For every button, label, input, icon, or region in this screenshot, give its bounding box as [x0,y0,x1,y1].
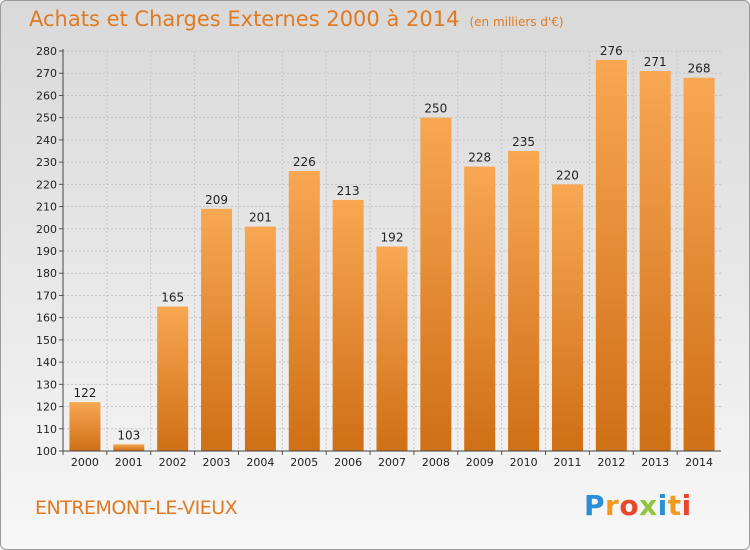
y-tick-label: 210 [36,201,57,214]
y-tick-label: 130 [36,378,57,391]
value-label: 122 [73,386,96,400]
value-label: 276 [600,44,623,58]
x-tick-label: 2008 [422,456,450,469]
y-tick-label: 140 [36,356,57,369]
y-tick-label: 150 [36,334,57,347]
bar-2004 [244,226,276,451]
x-tick-label: 2004 [246,456,274,469]
value-label: 228 [468,151,491,165]
value-label: 220 [556,168,579,182]
y-tick-label: 260 [36,89,57,102]
value-label: 103 [117,428,140,442]
x-tick-label: 2001 [115,456,143,469]
y-tick-label: 220 [36,178,57,191]
bar-2003 [201,208,233,451]
x-tick-label: 2010 [510,456,538,469]
y-tick-label: 160 [36,312,57,325]
y-tick-label: 200 [36,223,57,236]
x-tick-label: 2007 [378,456,406,469]
value-label: 209 [205,193,228,207]
bar-2001 [113,444,145,451]
bar-2013 [639,71,671,451]
bar-2010 [508,151,540,451]
proxiti-logo: Proxiti [584,489,692,522]
logo-letter: o [619,489,640,522]
logo-letter: x [639,489,658,522]
y-tick-label: 100 [36,445,57,458]
x-tick-label: 2005 [290,456,318,469]
labels: 100 110 120 130 140 150 160 170 180 190 200 210 220 2… [36,44,713,469]
logo-letter: t [667,489,682,522]
y-tick-label: 250 [36,112,57,125]
y-tick-label: 240 [36,134,57,147]
logo-letter: r [605,489,620,522]
chart-title: Achats et Charges Externes 2000 à 2014 (e… [29,7,564,31]
value-label: 213 [337,184,360,198]
x-tick-label: 2009 [466,456,494,469]
x-tick-label: 2000 [71,456,99,469]
logo-letter: i [681,489,692,522]
bar-2014 [683,77,715,452]
y-tick-label: 120 [36,401,57,414]
y-tick-label: 180 [36,267,57,280]
value-label: 165 [161,291,184,305]
y-tick-label: 170 [36,289,57,302]
value-label: 235 [512,135,535,149]
value-label: 250 [424,102,447,116]
bar-2002 [157,306,189,451]
x-tick-label: 2003 [203,456,231,469]
bar-2012 [595,59,627,452]
value-label: 271 [644,55,667,69]
x-tick-label: 2006 [334,456,362,469]
x-tick-label: 2011 [553,456,581,469]
bar-2000 [69,402,101,451]
commune-name: ENTREMONT-LE-VIEUX [35,497,238,519]
logo-letter: i [657,489,668,522]
y-tick-label: 230 [36,156,57,169]
value-label: 192 [381,231,404,245]
bar-2011 [551,184,583,452]
bars [69,59,715,452]
x-tick-label: 2013 [641,456,669,469]
y-tick-label: 110 [36,423,57,436]
value-label: 201 [249,211,272,225]
bar-2008 [420,117,452,452]
y-tick-label: 270 [36,67,57,80]
y-tick-label: 280 [36,45,57,58]
bar-2009 [464,166,496,452]
logo-letter: P [584,489,606,522]
x-tick-label: 2012 [597,456,625,469]
bar-2007 [376,246,408,451]
axes [59,49,721,455]
bar-2005 [288,171,320,451]
chart-unit: (en milliers d'€) [469,15,564,29]
x-tick-label: 2002 [159,456,187,469]
value-label: 226 [293,155,316,169]
x-tick-label: 2014 [685,456,713,469]
value-label: 268 [688,62,711,76]
y-tick-label: 190 [36,245,57,258]
bar-2006 [332,199,364,451]
